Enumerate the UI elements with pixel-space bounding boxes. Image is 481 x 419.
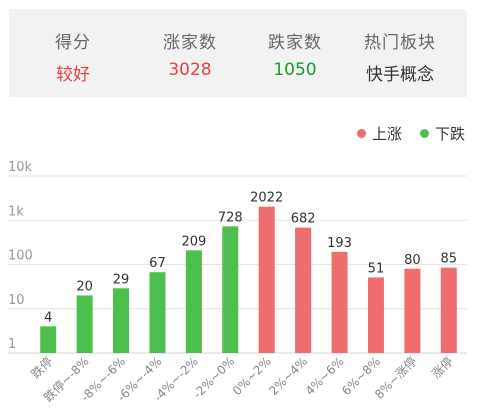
y-tick-label: 10 xyxy=(8,293,25,308)
y-tick-label: 1k xyxy=(8,204,24,219)
legend-item-fall: 下跌 xyxy=(419,123,465,144)
bar xyxy=(113,288,130,353)
legend-swatch-fall xyxy=(419,128,429,138)
data-label: 51 xyxy=(368,261,385,276)
data-label: 29 xyxy=(113,272,130,287)
y-tick-label: 100 xyxy=(8,249,33,264)
bar xyxy=(76,295,93,353)
rising-count-value: 3028 xyxy=(168,60,212,80)
hot-sector-label: 热门板块 xyxy=(364,33,436,53)
data-label: 67 xyxy=(149,256,166,271)
bar xyxy=(222,226,239,353)
rising-count-label: 涨家数 xyxy=(163,33,217,53)
x-tick-label: 2%~4% xyxy=(266,354,310,398)
bar xyxy=(258,206,275,353)
legend-swatch-rise xyxy=(356,128,366,138)
data-label: 193 xyxy=(327,236,352,251)
data-label: 80 xyxy=(404,253,421,268)
legend-label-rise: 上涨 xyxy=(371,124,402,143)
data-label: 4 xyxy=(44,310,52,325)
market-summary-panel: 得分 较好 涨家数 3028 跌家数 1050 热门板块 快手概念 xyxy=(9,9,467,97)
hot-sector-value: 快手概念 xyxy=(366,65,434,85)
bar xyxy=(367,277,384,353)
x-tick-label: 跌停 xyxy=(28,354,56,382)
score-label: 得分 xyxy=(55,33,91,53)
y-tick-label: 1 xyxy=(8,337,16,352)
data-label: 2022 xyxy=(250,191,283,206)
bar xyxy=(185,250,202,353)
bar xyxy=(149,272,166,353)
score-value: 较好 xyxy=(56,65,90,85)
bar xyxy=(331,251,348,353)
chart-legend: 上涨 下跌 xyxy=(339,123,465,143)
bar xyxy=(440,267,457,353)
bar xyxy=(40,326,57,353)
data-label: 20 xyxy=(76,279,93,294)
data-label: 682 xyxy=(291,212,316,227)
x-tick-label: 涨停 xyxy=(428,354,456,382)
bar xyxy=(404,268,421,353)
data-label: 728 xyxy=(218,210,243,225)
data-label: 209 xyxy=(181,234,206,249)
y-tick-label: 10k xyxy=(8,160,33,175)
x-tick-label: 4%~6% xyxy=(303,354,347,398)
data-label: 85 xyxy=(441,252,458,267)
bar xyxy=(295,227,312,353)
x-tick-label: 0%~2% xyxy=(230,354,274,398)
legend-label-fall: 下跌 xyxy=(434,124,465,143)
falling-count-label: 跌家数 xyxy=(268,33,322,53)
falling-count-value: 1050 xyxy=(273,60,317,80)
legend-item-rise: 上涨 xyxy=(356,123,402,144)
